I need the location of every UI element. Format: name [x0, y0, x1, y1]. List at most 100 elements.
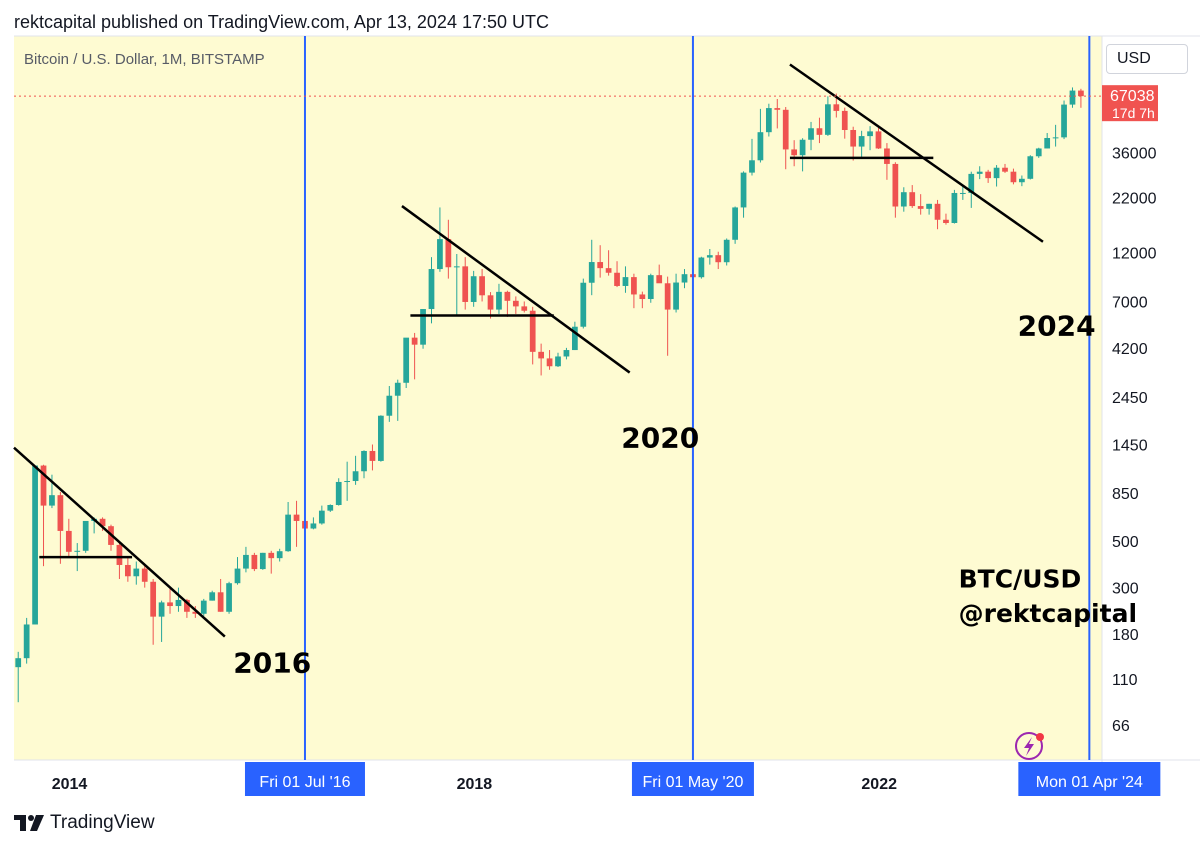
candle [496, 283, 502, 314]
candle [791, 140, 798, 167]
candle-body [150, 581, 157, 617]
candle [23, 617, 30, 664]
candle-body [32, 465, 38, 625]
trendline [401, 205, 631, 374]
candle-body [251, 554, 258, 570]
plot-background [14, 36, 1102, 760]
candle-body [521, 306, 528, 311]
candle [926, 203, 932, 215]
candle-body [681, 274, 688, 283]
candle [369, 444, 376, 471]
halving-date-tag [244, 762, 365, 796]
candle [681, 269, 688, 289]
year-annotation: 2024 [1018, 310, 1096, 343]
countdown-label: 17d 7h [1112, 105, 1155, 121]
halving-date-tag [631, 762, 754, 796]
candle-body [774, 108, 781, 110]
candle [251, 552, 258, 572]
candle-body [909, 192, 916, 207]
candle [40, 464, 47, 567]
candle [757, 108, 764, 163]
currency-button[interactable]: USD [1106, 44, 1188, 74]
candle-body [976, 171, 983, 174]
candle-body [892, 163, 899, 207]
candle-body [82, 520, 89, 551]
candle [1044, 132, 1051, 149]
candle [740, 171, 747, 218]
candle-body [268, 552, 275, 559]
candle [698, 256, 705, 279]
candle [951, 189, 958, 224]
candle [361, 450, 367, 479]
candle-body [723, 239, 730, 263]
candle [479, 269, 485, 302]
candle-body [285, 514, 291, 552]
candle [774, 98, 781, 129]
candle [57, 491, 64, 564]
candle [909, 185, 916, 208]
candle [378, 415, 384, 462]
candle [133, 561, 140, 585]
candle-body [293, 514, 300, 521]
candle [167, 587, 173, 614]
candle-body [546, 358, 553, 367]
watermark-text: BTC/USD [959, 565, 1082, 594]
y-tick-label: 66 [1112, 718, 1130, 735]
candle-body [588, 262, 595, 283]
candle [65, 518, 72, 558]
candle-body [1044, 138, 1051, 149]
candle-body [184, 599, 190, 612]
candle-body [698, 257, 705, 278]
candle [1027, 155, 1034, 180]
y-tick-label: 110 [1112, 672, 1138, 689]
candle [141, 566, 148, 588]
candle [150, 578, 157, 645]
x-tick-label: 2014 [52, 776, 88, 793]
candle [892, 162, 899, 218]
alert-icon[interactable] [1015, 732, 1044, 760]
candle-body [959, 192, 966, 194]
candle [546, 350, 553, 370]
candle-body [192, 611, 199, 614]
candle [943, 213, 949, 225]
trendline [13, 446, 226, 638]
candle-body [656, 275, 663, 284]
candle [597, 245, 604, 278]
candle [538, 343, 544, 376]
watermark-text: @rektcapital [959, 599, 1137, 628]
candle [1069, 87, 1076, 108]
candle [310, 517, 317, 530]
candle [816, 117, 823, 144]
candle-body [622, 277, 629, 286]
candle [285, 501, 291, 552]
candle [555, 352, 561, 368]
candle-body [664, 283, 671, 310]
candle-body [310, 523, 317, 529]
candle-body [1052, 137, 1059, 139]
candle [403, 337, 410, 389]
candle-body [1027, 156, 1034, 179]
candle [411, 332, 418, 380]
candle [1002, 163, 1008, 173]
candle-body [825, 104, 831, 135]
candle-body [985, 171, 992, 179]
candle-body [217, 592, 224, 612]
candle-body [167, 602, 173, 607]
candle-body [951, 192, 958, 223]
candle-body [453, 266, 460, 268]
candle [1078, 88, 1084, 108]
candle-body [1069, 90, 1076, 105]
candle-body [749, 160, 755, 173]
candle-body [74, 550, 81, 552]
candle-body [437, 239, 443, 270]
candle [715, 251, 722, 270]
candle-body [496, 291, 502, 310]
candle [900, 187, 907, 212]
candle-body [850, 129, 857, 147]
candle-body [833, 104, 840, 111]
candle-body [816, 128, 823, 135]
candle [200, 598, 207, 616]
candle [875, 127, 882, 149]
candle [639, 291, 646, 309]
